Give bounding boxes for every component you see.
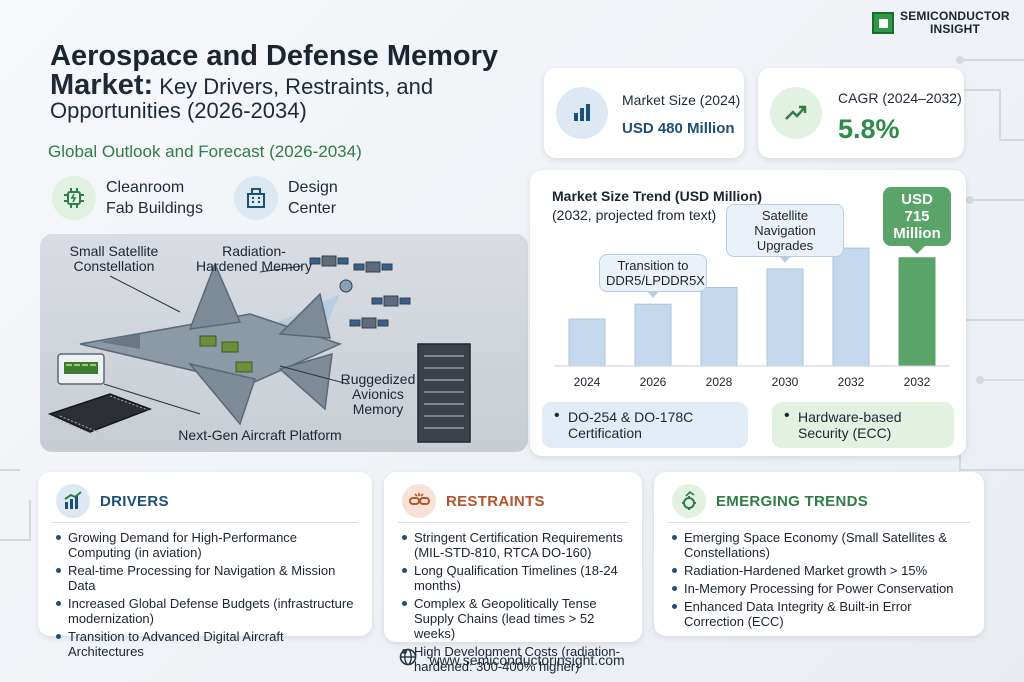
list-item: Stringent Certification Requirements (MI… <box>400 530 632 560</box>
x-tick-label: 2032 <box>838 375 865 389</box>
broken-chain-icon <box>402 484 436 518</box>
bar-2030-3 <box>766 268 804 367</box>
title-line2: Key Drivers, Restraints, and <box>153 74 434 99</box>
bar-chart-icon <box>556 87 608 139</box>
facility-design: Design Center <box>234 176 348 220</box>
list-item: Transition to Advanced Digital Aircraft … <box>54 629 362 659</box>
x-tick-label: 2032 <box>904 375 931 389</box>
market-size-value: USD 480 Million <box>622 120 735 137</box>
stat-market-size: Market Size (2024) USD 480 Million <box>544 68 744 158</box>
chip-icon <box>52 176 96 220</box>
footer: www.semiconductorinsight.com <box>0 648 1024 671</box>
market-trend-chart: Market Size Trend (USD Million) (2032, p… <box>530 170 966 456</box>
annotation-ddr5: Transition to DDR5/LPDDR5X <box>599 254 707 299</box>
aircraft-illustration: Small Satellite Constellation Radiation-… <box>40 234 528 452</box>
restraints-card: RESTRAINTS Stringent Certification Requi… <box>384 472 642 674</box>
logo-mark-icon <box>872 12 894 34</box>
x-tick-label: 2026 <box>640 375 667 389</box>
pill-security: Hardware-based Security (ECC) <box>772 402 954 448</box>
list-item: Growing Demand for High-Performance Comp… <box>54 530 362 560</box>
x-tick-label: 2028 <box>706 375 733 389</box>
chart-subtitle: (2032, projected from text) <box>552 207 717 223</box>
list-item: Complex & Geopolitically Tense Supply Ch… <box>400 596 632 641</box>
page-subtitle: Global Outlook and Forecast (2026-2034) <box>48 142 362 161</box>
list-item: Increased Global Defense Budgets (infras… <box>54 596 362 626</box>
title-line1: Aerospace and Defense Memory <box>50 40 499 72</box>
annotation-satellite-nav: Satellite Navigation Upgrades <box>726 203 844 263</box>
facility-design-label: Design Center <box>288 179 338 217</box>
trend-up-icon <box>770 87 822 139</box>
cagr-label: CAGR (2024–2032) <box>838 90 962 106</box>
title-line3: Opportunities (2026-2034) <box>50 98 307 123</box>
brand-line1: SEMICONDUCTOR <box>900 9 1010 23</box>
list-item: Real-time Processing for Navigation & Mi… <box>54 563 362 593</box>
list-item: Enhanced Data Integrity & Built-in Error… <box>670 599 974 629</box>
restraints-list: Stringent Certification Requirements (MI… <box>400 530 632 677</box>
brand-logo: SEMICONDUCTOR INSIGHT <box>872 10 1010 36</box>
footer-url[interactable]: www.semiconductorinsight.com <box>429 651 625 668</box>
growth-chart-icon <box>56 484 90 518</box>
label-avionics-memory: Ruggedized Avionics Memory <box>340 371 416 417</box>
page-title: Aerospace and Defense Memory Market: Key… <box>50 40 570 123</box>
chart-plot: 2024 2026 2028 2030 2032 2032 <box>554 247 950 389</box>
x-tick-label: 2024 <box>574 375 601 389</box>
highlight-callout: USD 715 Million <box>883 186 951 254</box>
facility-cleanroom-label: Cleanroom Fab Buildings <box>106 179 203 217</box>
list-item: Long Qualification Timelines (18-24 mont… <box>400 563 632 593</box>
chart-title: Market Size Trend (USD Million) <box>552 188 763 204</box>
aircraft-scene <box>47 255 471 443</box>
list-item: High Development Costs (radiation-harden… <box>400 644 632 674</box>
list-item: In-Memory Processing for Power Conservat… <box>670 581 974 596</box>
list-item: Emerging Space Economy (Small Satellites… <box>670 530 974 560</box>
drivers-card: DRIVERS Growing Demand for High-Performa… <box>38 472 372 659</box>
title-bold: Market: <box>50 69 154 101</box>
restraints-title: RESTRAINTS <box>446 492 545 510</box>
brand-line2: INSIGHT <box>930 22 981 36</box>
trends-card: EMERGING TRENDS Emerging Space Economy (… <box>654 472 984 636</box>
globe-icon <box>399 648 417 671</box>
cagr-value: 5.8% <box>838 114 900 144</box>
x-tick-label: 2030 <box>772 375 799 389</box>
gear-trend-icon <box>672 484 706 518</box>
drivers-title: DRIVERS <box>100 492 169 510</box>
trends-list: Emerging Space Economy (Small Satellites… <box>670 530 974 632</box>
market-size-label: Market Size (2024) <box>622 92 741 108</box>
bar-2032-4 <box>832 247 870 367</box>
building-icon <box>234 176 278 220</box>
facility-cleanroom: Cleanroom Fab Buildings <box>52 176 216 220</box>
bar-2028-2 <box>700 286 738 367</box>
stat-cagr: CAGR (2024–2032) 5.8% <box>758 68 964 158</box>
bar-2026-1 <box>634 303 672 367</box>
bar-2032-5 <box>898 257 936 367</box>
bar-2024-0 <box>568 318 606 367</box>
label-small-satellite: Small Satellite Constellation <box>69 243 159 274</box>
drivers-list: Growing Demand for High-Performance Comp… <box>54 530 362 662</box>
list-item: Radiation-Hardened Market growth > 15% <box>670 563 974 578</box>
trends-title: EMERGING TRENDS <box>716 492 869 510</box>
pill-certification: DO-254 & DO-178C Certification <box>542 402 748 448</box>
label-radiation-memory: Radiation-Hardened Memory <box>196 243 312 274</box>
label-aircraft-platform: Next-Gen Aircraft Platform <box>178 427 342 443</box>
